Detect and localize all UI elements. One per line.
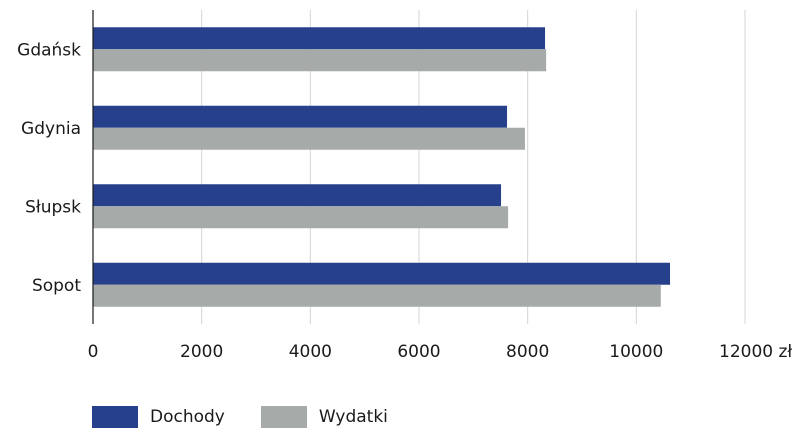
x-tick-label: 8000 [506, 342, 549, 362]
category-label: Słupsk [25, 197, 81, 217]
legend-item-wydatki: Wydatki [260, 406, 388, 428]
bar-wydatki-1 [93, 127, 525, 150]
bar-wydatki-2 [93, 206, 509, 229]
x-tick-labels: 0 2000 4000 6000 8000 10000 12000 zł [88, 342, 793, 362]
x-tick-label: 6000 [397, 342, 440, 362]
legend-swatch-wydatki [260, 406, 307, 428]
category-label: Gdynia [21, 119, 81, 139]
bar-wydatki-3 [93, 284, 661, 307]
category-label: Gdańsk [17, 40, 81, 60]
legend: Dochody Wydatki [92, 406, 424, 428]
bar-dochody-0 [93, 27, 546, 50]
x-tick-label: 2000 [180, 342, 223, 362]
x-tick-label: 10000 [609, 342, 663, 362]
x-tick-label: 4000 [289, 342, 332, 362]
category-label: Sopot [32, 276, 81, 296]
legend-swatch-dochody [92, 406, 138, 428]
bar-dochody-3 [93, 262, 671, 285]
legend-label-dochody: Dochody [150, 407, 225, 427]
category-labels: Gdańsk Gdynia Słupsk Sopot [17, 40, 81, 296]
x-tick-label: 0 [88, 342, 99, 362]
legend-item-dochody: Dochody [92, 406, 225, 428]
legend-label-wydatki: Wydatki [318, 407, 388, 427]
bar-wydatki-0 [93, 49, 547, 72]
x-tick-label: 12000 zł [719, 342, 792, 362]
bars [93, 27, 671, 307]
bar-dochody-2 [93, 184, 502, 207]
bar-chart: Gdańsk Gdynia Słupsk Sopot 0 2000 4000 6000 800… [17, 10, 793, 362]
bar-dochody-1 [93, 105, 508, 128]
